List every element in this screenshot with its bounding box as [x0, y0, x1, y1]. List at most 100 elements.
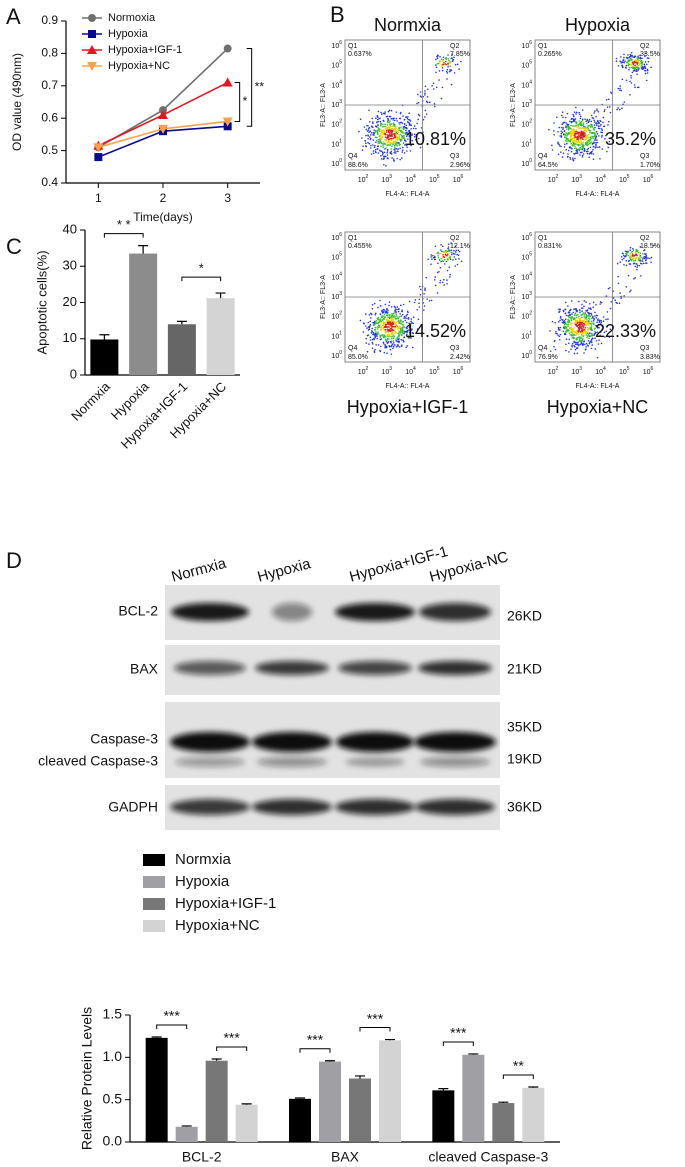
event-dot	[585, 348, 587, 350]
event-dot	[629, 60, 631, 62]
event-dot	[566, 128, 568, 130]
event-dot	[596, 315, 598, 317]
event-dot	[402, 115, 404, 117]
event-dot	[389, 134, 391, 136]
blot-band	[170, 732, 250, 752]
decade-exponent: 3	[389, 366, 392, 372]
decade-exponent: 5	[529, 252, 532, 258]
decade-base: 10	[548, 369, 556, 376]
decade-base: 10	[521, 255, 529, 262]
event-dot	[398, 318, 400, 320]
event-dot	[571, 334, 573, 336]
y-tick-label: 0.5	[103, 1090, 123, 1106]
quadrant-name: Q4	[348, 345, 357, 352]
event-dot	[571, 320, 573, 322]
event-dot	[577, 325, 579, 327]
quadrant-value: 2.42%	[450, 354, 470, 361]
event-dot	[626, 265, 628, 267]
event-dot	[577, 126, 579, 128]
event-dot	[588, 340, 590, 342]
event-dot	[431, 300, 433, 302]
event-dot	[372, 339, 374, 341]
event-dot	[407, 116, 409, 118]
event-dot	[588, 122, 590, 124]
event-dot	[614, 299, 616, 301]
decade-label: 103	[331, 99, 342, 109]
event-dot	[610, 112, 612, 114]
quadrant-value: 2.96%	[450, 162, 470, 169]
event-dot	[391, 332, 393, 334]
quadrant-value: 76.9%	[538, 354, 558, 361]
event-dot	[400, 131, 402, 133]
event-dot	[390, 325, 392, 327]
decade-exponent: 2	[529, 311, 532, 317]
event-dot	[398, 330, 400, 332]
event-dot	[586, 343, 588, 345]
event-dot	[575, 107, 577, 109]
event-dot	[607, 106, 609, 108]
protein-label: GADPH	[108, 799, 158, 815]
event-dot	[385, 156, 387, 158]
y-tick-label: 1.0	[103, 1048, 123, 1064]
event-dot	[407, 312, 409, 314]
event-dot	[594, 110, 596, 112]
event-dot	[377, 328, 379, 330]
event-dot	[622, 259, 624, 261]
decade-exponent: 3	[339, 99, 342, 105]
event-dot	[395, 307, 397, 309]
decade-base: 10	[521, 43, 529, 50]
event-dot	[640, 252, 642, 254]
event-dot	[565, 313, 567, 315]
event-dot	[584, 312, 586, 314]
event-dot	[378, 344, 380, 346]
event-dot	[367, 351, 369, 353]
decade-label: 104	[595, 366, 606, 376]
size-label: 21KD	[507, 661, 542, 677]
event-dot	[597, 147, 599, 149]
event-dot	[638, 252, 640, 254]
event-dot	[552, 149, 554, 151]
event-dot	[637, 265, 639, 267]
y-axis-label: Apoptotic cells(%)	[34, 250, 49, 354]
point	[94, 153, 102, 161]
event-dot	[365, 140, 367, 142]
event-dot	[389, 143, 391, 145]
event-dot	[647, 257, 649, 259]
event-dot	[562, 129, 564, 131]
event-dot	[576, 151, 578, 153]
event-dot	[561, 133, 563, 135]
event-dot	[378, 152, 380, 154]
error-bar	[385, 1040, 395, 1041]
event-dot	[400, 127, 402, 129]
decade-label: 102	[548, 174, 559, 184]
event-dot	[377, 331, 379, 333]
event-dot	[631, 56, 633, 58]
bar	[236, 1105, 258, 1142]
event-dot	[621, 90, 623, 92]
significance-label: ***	[223, 1030, 240, 1046]
event-dot	[391, 335, 393, 337]
decade-label: 104	[595, 174, 606, 184]
event-dot	[559, 329, 561, 331]
event-dot	[447, 69, 449, 71]
event-dot	[404, 123, 406, 125]
event-dot	[390, 148, 392, 150]
event-dot	[408, 317, 410, 319]
size-label: 19KD	[507, 751, 542, 767]
event-dot	[574, 120, 576, 122]
flow-y-label: FL3-A:: FL3-A	[320, 275, 327, 319]
event-dot	[566, 143, 568, 145]
event-dot	[378, 121, 380, 123]
event-dot	[446, 279, 448, 281]
quadrant-value: 85.0%	[348, 354, 368, 361]
event-dot	[386, 315, 388, 317]
event-dot	[585, 334, 587, 336]
event-dot	[394, 323, 396, 325]
event-dot	[402, 339, 404, 341]
event-dot	[617, 263, 619, 265]
decade-base: 10	[521, 235, 529, 242]
event-dot	[386, 346, 388, 348]
event-dot	[445, 61, 447, 63]
blot-band	[255, 661, 329, 675]
decade-base: 10	[331, 63, 339, 70]
